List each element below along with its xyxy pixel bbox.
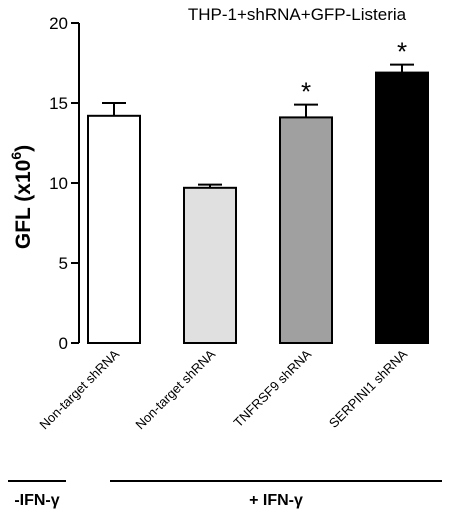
y-axis-label-close: ) (12, 145, 35, 152)
y-tick-label: 10 (49, 174, 68, 193)
y-axis-label-exponent: 6 (8, 152, 24, 160)
x-tick-labels: Non-target shRNA Non-target shRNA TNFRSF9 … (36, 346, 410, 432)
bar (375, 71, 429, 344)
x-tick-label: Non-target shRNA (132, 346, 218, 432)
significance-marker: * (301, 77, 311, 107)
y-tick-label: 15 (49, 94, 68, 113)
y-tick-label: 0 (59, 334, 68, 353)
x-tick-label: SERPINI1 shRNA (326, 346, 410, 430)
bars: ** (87, 37, 429, 345)
group-label: + IFN-γ (249, 492, 303, 509)
chart-title: THP-1+shRNA+GFP-Listeria (188, 5, 407, 24)
y-tick-label: 20 (49, 14, 68, 33)
bar (279, 116, 333, 345)
significance-marker: * (397, 37, 407, 67)
y-axis-label: GFL (x106) (8, 145, 35, 249)
group-label: -IFN-γ (14, 492, 59, 509)
y-tick-label: 5 (59, 254, 68, 273)
x-tick-label: Non-target shRNA (36, 346, 122, 432)
group-labels: -IFN-γ + IFN-γ (8, 480, 442, 509)
x-tick-label: TNFRSF9 shRNA (230, 346, 314, 430)
y-axis-label-main: GFL (x10 (12, 160, 35, 249)
bar (87, 114, 141, 344)
y-axis: 0 5 10 15 20 (49, 14, 80, 353)
bar (183, 186, 237, 344)
